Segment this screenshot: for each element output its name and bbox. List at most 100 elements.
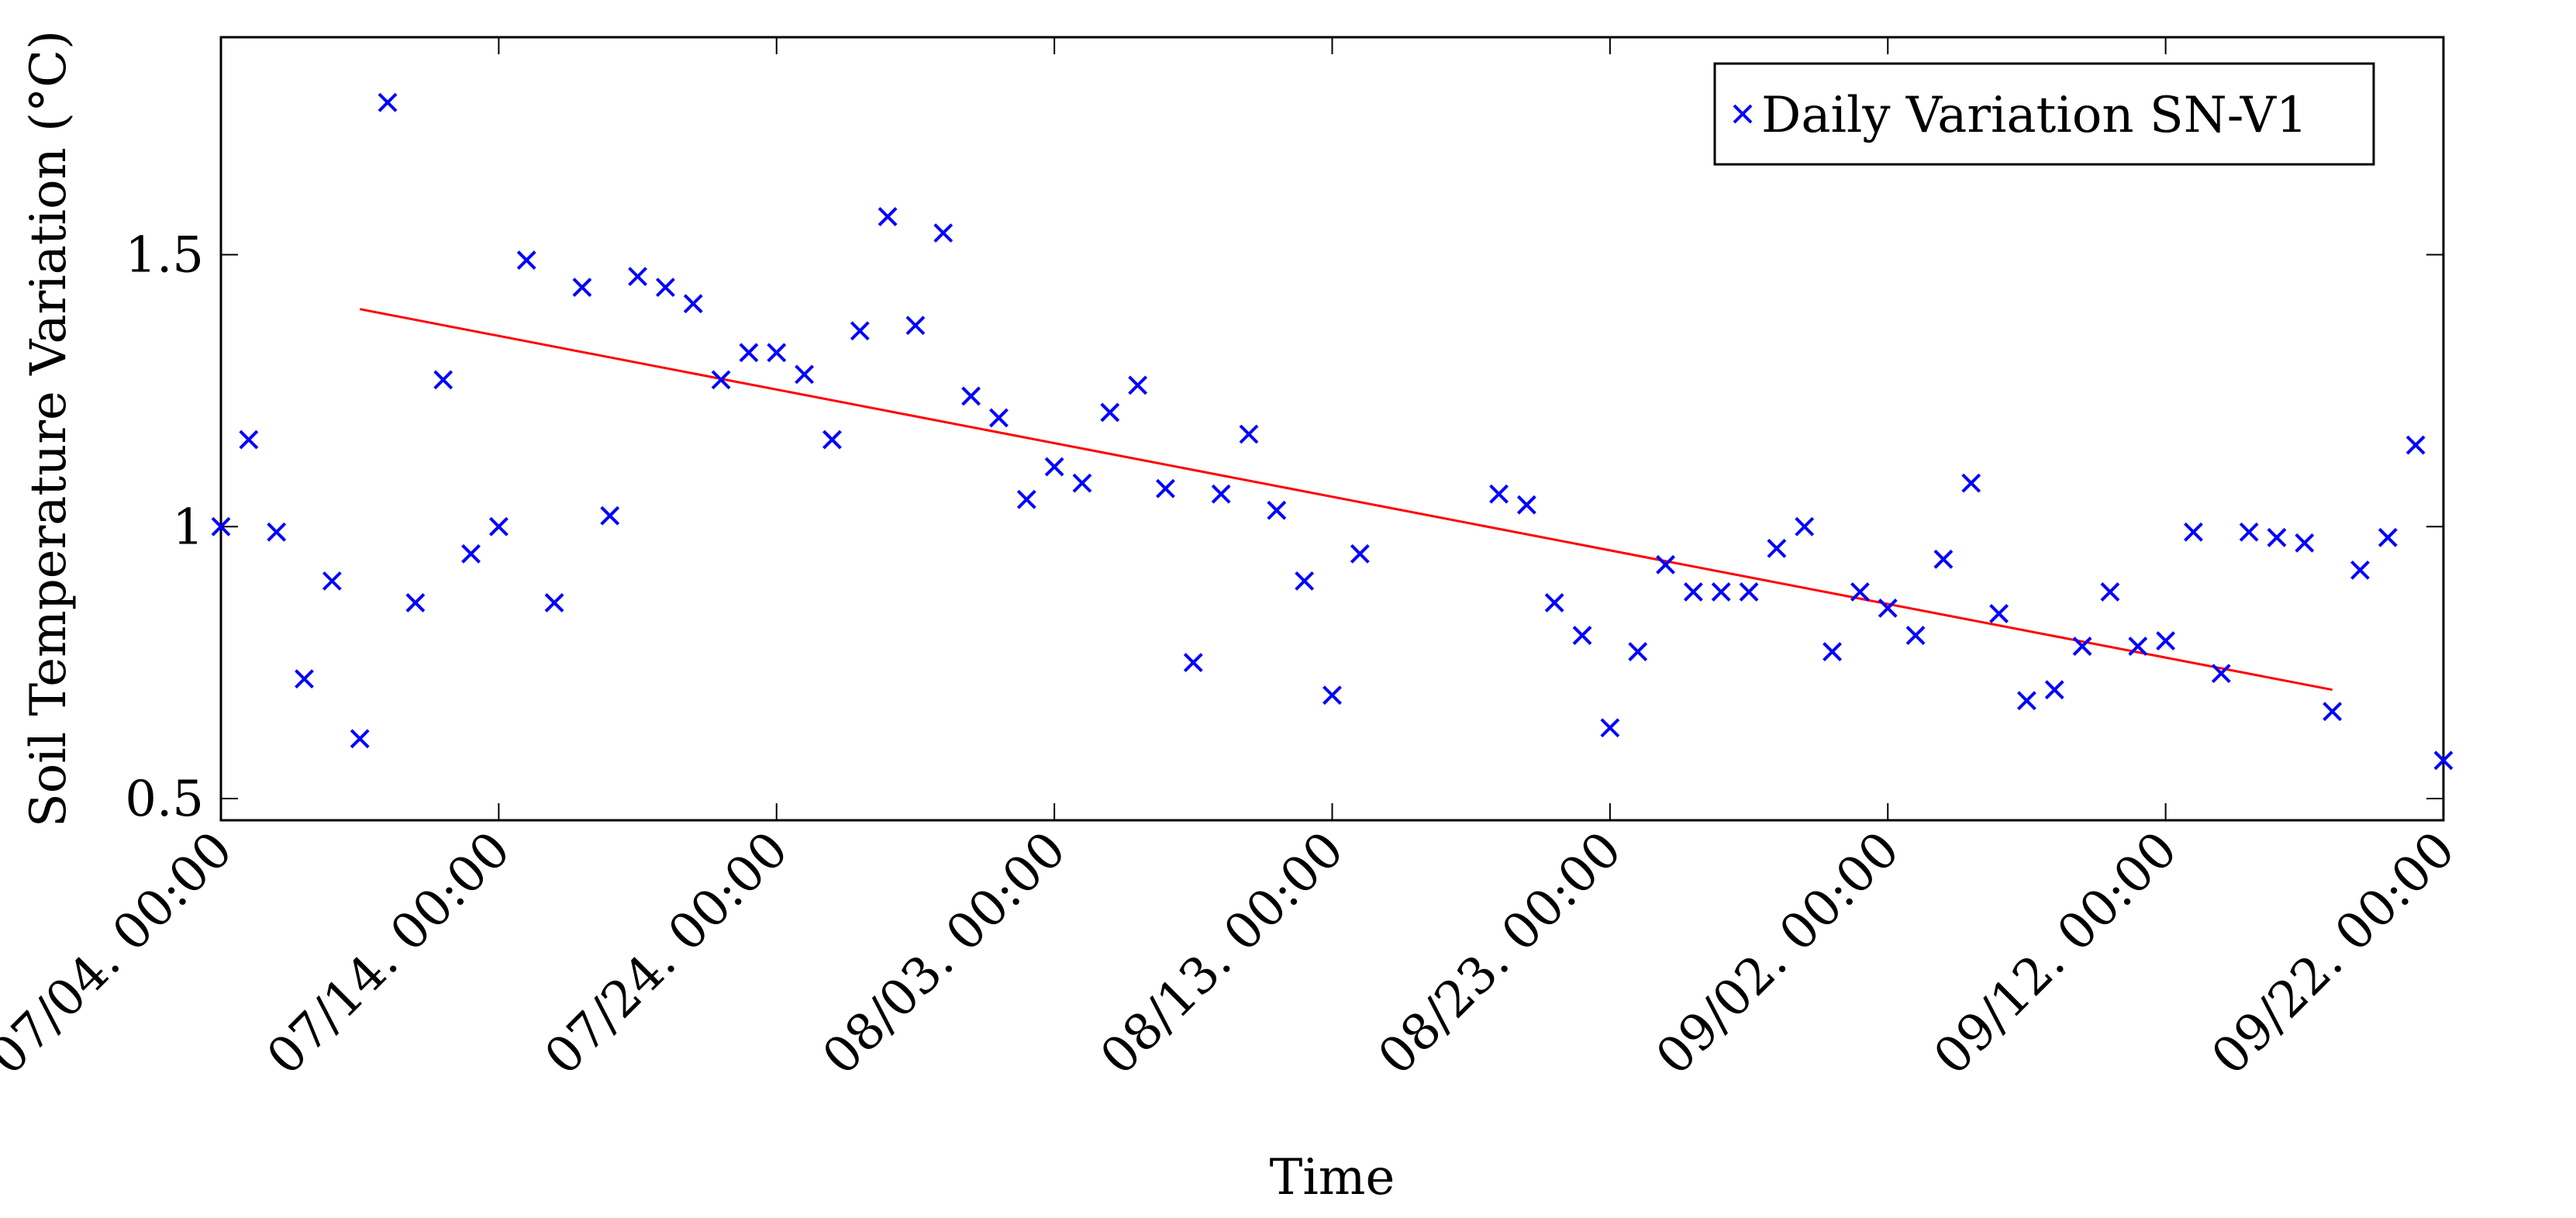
x-axis-label: Time — [1270, 1149, 1395, 1206]
trendline — [359, 308, 2333, 692]
data-point — [488, 516, 509, 537]
data-point — [2267, 527, 2287, 547]
data-point — [1878, 599, 1898, 618]
x-tick-label: 09/22. 00:00 — [2201, 821, 2466, 1086]
data-point — [1295, 571, 1315, 591]
legend-label: Daily Variation SN-V1 — [1761, 87, 2308, 144]
data-point — [516, 250, 536, 270]
data-point — [1239, 424, 1259, 444]
data-point — [239, 430, 259, 450]
data-point — [1823, 642, 1842, 661]
data-point — [1600, 718, 1620, 738]
data-point — [822, 430, 842, 450]
data-point — [1183, 653, 1203, 673]
data-point — [767, 343, 787, 363]
data-point — [600, 505, 620, 526]
data-point — [1961, 473, 1981, 493]
data-point — [211, 516, 231, 537]
data-point — [1072, 473, 1092, 493]
data-point — [405, 593, 426, 612]
data-point — [1211, 484, 1231, 504]
data-point — [2128, 637, 2148, 656]
data-point — [989, 408, 1009, 428]
data-point — [933, 223, 953, 243]
data-point — [1100, 402, 1120, 423]
data-point — [461, 543, 481, 564]
data-point — [1628, 642, 1648, 661]
data-point — [795, 364, 815, 385]
data-point — [1767, 538, 1787, 558]
data-point — [1516, 495, 1536, 515]
data-point — [1016, 489, 1036, 509]
data-point — [739, 343, 759, 363]
data-point — [1350, 543, 1370, 564]
data-point — [1989, 604, 2009, 623]
data-point — [2211, 664, 2231, 684]
data-point — [1322, 685, 1342, 706]
y-tick-label: 1.5 — [125, 227, 204, 285]
data-point — [905, 316, 926, 336]
data-point — [1267, 500, 1287, 520]
data-point — [2350, 560, 2370, 580]
x-tick-label: 07/14. 00:00 — [257, 821, 522, 1086]
legend-box — [1713, 62, 2375, 166]
data-point — [961, 386, 981, 406]
data-point — [572, 278, 592, 298]
x-tick-label: 09/12. 00:00 — [1923, 821, 2188, 1086]
data-point — [1850, 582, 1870, 602]
data-point — [1156, 478, 1175, 499]
y-tick-label: 0.5 — [125, 771, 204, 828]
data-point — [1711, 582, 1731, 602]
x-tick-label: 09/02. 00:00 — [1646, 821, 1911, 1086]
data-point — [2072, 637, 2092, 656]
data-point — [1544, 593, 1564, 612]
data-point — [1683, 582, 1703, 602]
data-point — [1489, 484, 1509, 504]
data-point — [1656, 554, 1675, 574]
data-point — [1044, 457, 1064, 477]
data-point — [683, 294, 703, 314]
data-point — [1128, 375, 1148, 395]
data-point — [711, 370, 731, 390]
data-points — [211, 92, 2454, 771]
data-point — [878, 207, 898, 226]
x-tick-label: 07/04. 00:00 — [0, 821, 243, 1086]
data-point — [2100, 582, 2120, 602]
data-point — [433, 370, 453, 390]
y-tick-label: 1 — [172, 499, 204, 556]
data-point — [1795, 516, 1815, 537]
data-point — [544, 593, 564, 612]
data-point — [2378, 527, 2398, 547]
data-point — [295, 669, 314, 689]
data-point — [2295, 533, 2315, 553]
x-tick-label: 08/23. 00:00 — [1367, 821, 1633, 1086]
data-point — [2433, 750, 2454, 771]
y-axis-label: Soil Temperature Variation (°C) — [20, 30, 78, 827]
data-point — [2323, 702, 2343, 722]
data-point — [655, 278, 675, 298]
legend: Daily Variation SN-V1 — [1713, 62, 2375, 166]
data-point — [1933, 549, 1954, 569]
data-point — [628, 267, 647, 287]
data-point — [350, 729, 370, 749]
legend-marker-icon — [1733, 104, 1753, 124]
x-tick-label: 08/13. 00:00 — [1090, 821, 1355, 1086]
data-point — [1739, 582, 1759, 602]
x-tick-label: 07/24. 00:00 — [534, 821, 799, 1086]
data-point — [2239, 522, 2259, 542]
data-point — [2405, 435, 2426, 455]
axis-ticks: 07/04. 00:00 07/14. 00:00 07/24. 00:00 08/0… — [0, 37, 2466, 1086]
data-point — [2156, 631, 2176, 650]
data-point — [2184, 522, 2203, 542]
trendline-layer — [359, 308, 2333, 692]
data-point — [1572, 626, 1592, 645]
data-point — [1905, 626, 1926, 645]
data-point — [322, 571, 342, 591]
data-point — [2044, 680, 2064, 700]
x-tick-label: 08/03. 00:00 — [812, 821, 1078, 1086]
data-point — [2017, 691, 2036, 711]
data-point — [378, 92, 398, 112]
data-point — [850, 321, 870, 341]
data-point — [267, 522, 287, 542]
